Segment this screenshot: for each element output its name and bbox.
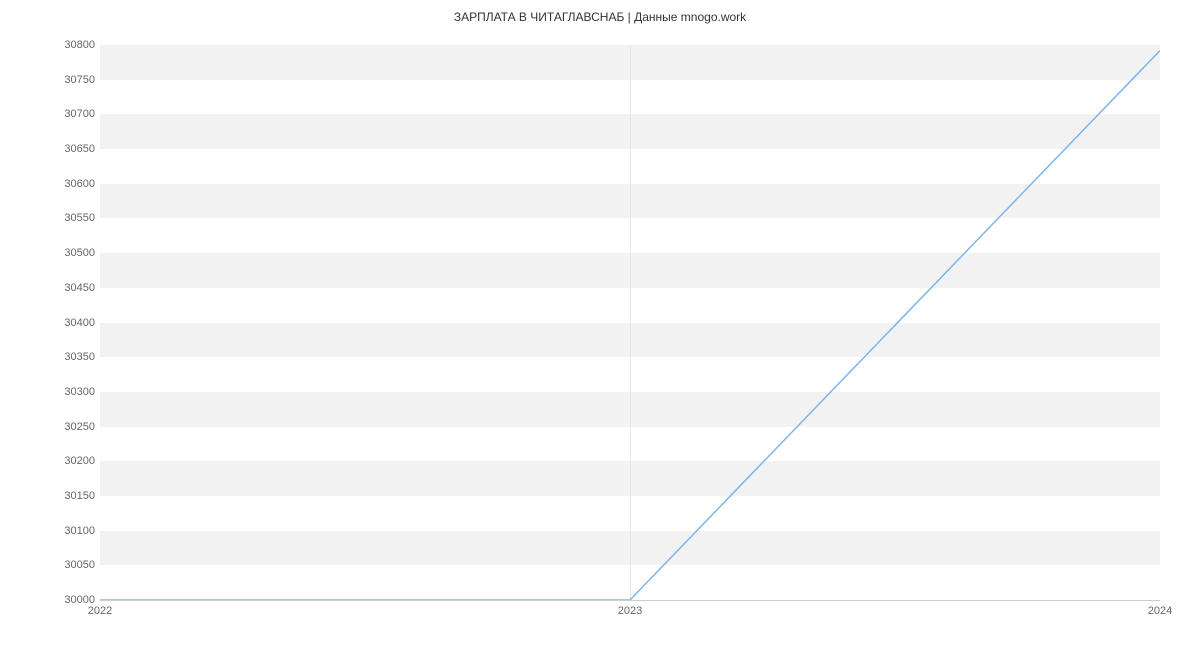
plot-area [100, 45, 1160, 601]
y-tick-label: 30650 [5, 143, 95, 155]
y-tick-label: 30550 [5, 212, 95, 224]
y-tick-label: 30000 [5, 594, 95, 606]
y-tick-label: 30600 [5, 178, 95, 190]
y-tick-label: 30050 [5, 559, 95, 571]
y-tick-label: 30800 [5, 39, 95, 51]
y-tick-label: 30450 [5, 282, 95, 294]
x-tick-label: 2022 [88, 605, 112, 617]
x-tick-label: 2023 [618, 605, 642, 617]
y-tick-label: 30750 [5, 74, 95, 86]
series-line-salary [100, 51, 1160, 600]
y-tick-label: 30100 [5, 525, 95, 537]
y-tick-label: 30250 [5, 421, 95, 433]
salary-chart: ЗАРПЛАТА В ЧИТАГЛАВСНАБ | Данные mnogo.w… [0, 0, 1200, 650]
y-tick-label: 30350 [5, 351, 95, 363]
x-tick-label: 2024 [1148, 605, 1172, 617]
y-tick-label: 30150 [5, 490, 95, 502]
y-tick-label: 30200 [5, 455, 95, 467]
y-tick-label: 30700 [5, 108, 95, 120]
line-layer [100, 45, 1160, 600]
y-tick-label: 30500 [5, 247, 95, 259]
chart-title: ЗАРПЛАТА В ЧИТАГЛАВСНАБ | Данные mnogo.w… [0, 10, 1200, 24]
y-tick-label: 30300 [5, 386, 95, 398]
y-tick-label: 30400 [5, 317, 95, 329]
